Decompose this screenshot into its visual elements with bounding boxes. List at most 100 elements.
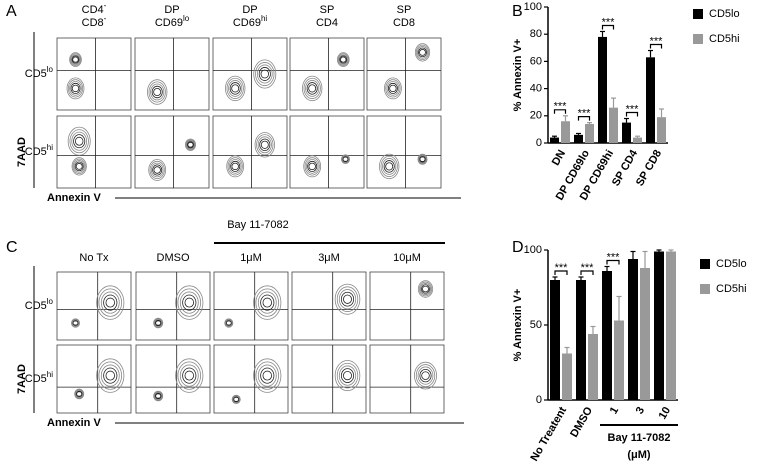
contour [70,82,81,94]
flow-plot [289,115,365,189]
contour [417,280,434,298]
contour [340,368,355,383]
contour [419,155,426,163]
contour [184,370,195,381]
contour [421,371,430,380]
bar [562,353,572,400]
sig-bracket [606,259,620,265]
contour [154,392,162,400]
contour [186,140,195,150]
contour [71,84,80,93]
contour [153,318,163,328]
bar [598,36,607,143]
bar [561,121,570,143]
contour [262,297,273,308]
label: 3μM [318,252,340,264]
label-main: CD4 [82,4,104,16]
contour [100,291,120,314]
contour [155,393,162,399]
y-tick-label: 40 [530,83,542,95]
sig-label: *** [602,16,616,28]
contour [230,160,241,172]
flow-plot [212,37,288,111]
contour [259,138,271,152]
bar [657,117,666,143]
contour [225,320,233,326]
contour [382,158,397,175]
label-main: 3μM [318,252,340,264]
contour [260,367,275,384]
label-main: 10μM [393,252,421,264]
label: 10μM [393,252,421,264]
contour [255,361,280,390]
y-axis-label: % Annexin V+ [512,39,524,112]
flow-plot [56,344,132,414]
sig-label: *** [650,35,664,47]
contour [105,297,116,308]
contour [147,79,168,105]
contour [421,284,430,294]
contour [419,156,426,162]
x-tick-label: 1 [608,405,621,416]
panel-label: B [512,3,523,20]
contour [341,154,350,164]
y-tick-label: 50 [530,319,542,331]
contour [253,358,282,393]
label: CD5lo [25,65,54,80]
contour [71,55,80,64]
label: DP [242,4,257,16]
contour [182,367,197,384]
contour [149,160,165,180]
contour [334,283,361,315]
label-main: SP [320,4,335,16]
contour [386,81,400,96]
legend-swatch [700,284,710,294]
contour [417,153,428,165]
contour [257,136,272,154]
x-axis-label: Annexin V [47,417,101,429]
contour [100,364,120,387]
contour [307,160,318,172]
contour [67,126,91,156]
contour [72,56,79,63]
bar [588,334,598,400]
bar [550,280,560,400]
contour [225,319,233,327]
flow-plot [56,115,132,189]
contour [179,364,199,387]
flow-plot [56,271,132,341]
contour [150,162,164,178]
contour [105,370,116,381]
flow-plot [134,37,210,111]
contour [228,80,243,97]
contour [69,52,82,67]
x-tick-label: 10 [657,405,674,422]
contour [305,159,319,174]
sig-label: *** [607,251,621,263]
contour [98,288,123,317]
contour [153,87,162,97]
bar [602,271,612,400]
contour [175,285,204,320]
contour [306,82,318,95]
contour [419,283,432,295]
label-sup: lo [183,14,190,23]
contour [187,142,194,148]
sig-label: *** [554,101,568,113]
contour [103,367,118,384]
contour [74,136,84,146]
label-sup: - [104,14,107,23]
legend-label: CD5lo [709,8,740,20]
contour [69,53,82,66]
sig-label: *** [555,262,569,274]
label-main: CD5 [25,146,47,158]
contour [224,318,233,328]
contour [98,361,123,390]
contour [224,318,234,328]
contour [389,84,397,93]
label: CD5hi [25,143,53,158]
label-main: CD69 [233,17,261,29]
flow-plot [366,115,442,189]
x-tick-label: DN [550,148,568,168]
contour [154,319,162,327]
